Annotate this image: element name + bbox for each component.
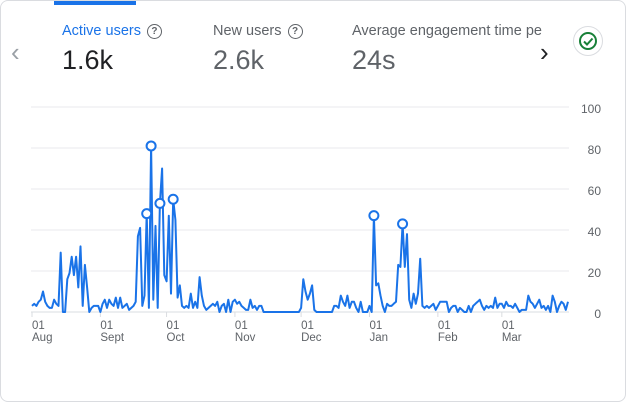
x-tick-day: 01 (438, 320, 451, 332)
data-point-marker (397, 218, 409, 230)
x-tick-day: 01 (301, 320, 314, 332)
x-tick-month: Dec (301, 332, 322, 344)
data-point-marker (167, 193, 179, 205)
x-tick-month: Aug (32, 332, 52, 344)
y-tick-label: 0 (594, 307, 601, 321)
x-tick-day: 01 (167, 320, 180, 332)
x-tick-day: 01 (32, 320, 45, 332)
x-tick-day: 01 (369, 320, 382, 332)
series-line (31, 144, 569, 313)
data-point-marker (154, 197, 166, 209)
tab-new-users[interactable]: New users? 2.6k (213, 23, 303, 76)
x-tick-month: Nov (235, 332, 256, 344)
x-tick-month: Jan (369, 332, 388, 344)
y-tick-label: 20 (588, 266, 602, 280)
data-point-marker (368, 210, 380, 222)
help-icon[interactable]: ? (287, 23, 303, 39)
y-tick-label: 100 (581, 102, 601, 116)
data-point-marker (145, 140, 157, 152)
x-tick-day: 01 (100, 320, 113, 332)
check-circle-icon[interactable] (573, 26, 603, 56)
x-tick-month: Oct (167, 332, 186, 344)
tab-average-engagement-time[interactable]: Average engagement time per 24s (352, 23, 542, 76)
x-tick-day: 01 (502, 320, 515, 332)
tab-value: 2.6k (213, 45, 265, 75)
x-tick-month: Mar (502, 332, 522, 344)
y-tick-label: 60 (588, 184, 602, 198)
tab-value: 1.6k (62, 45, 114, 75)
y-tick-label: 80 (588, 143, 602, 157)
chevron-right-icon[interactable]: › (540, 37, 549, 67)
x-tick-month: Feb (438, 332, 458, 344)
tab-active-users[interactable]: Active users? 1.6k (62, 23, 162, 76)
active-tab-indicator (54, 1, 136, 5)
x-tick-month: Sept (100, 332, 124, 344)
tab-label: Average engagement time per (352, 23, 542, 39)
y-tick-label: 40 (588, 225, 602, 239)
chevron-left-icon[interactable]: ‹ (11, 37, 20, 67)
data-point-marker (141, 208, 153, 220)
tab-label: Active users (62, 23, 141, 39)
help-icon[interactable]: ? (146, 23, 162, 39)
tab-label: New users (213, 23, 282, 39)
x-tick-day: 01 (235, 320, 248, 332)
tab-value: 24s (352, 45, 396, 75)
